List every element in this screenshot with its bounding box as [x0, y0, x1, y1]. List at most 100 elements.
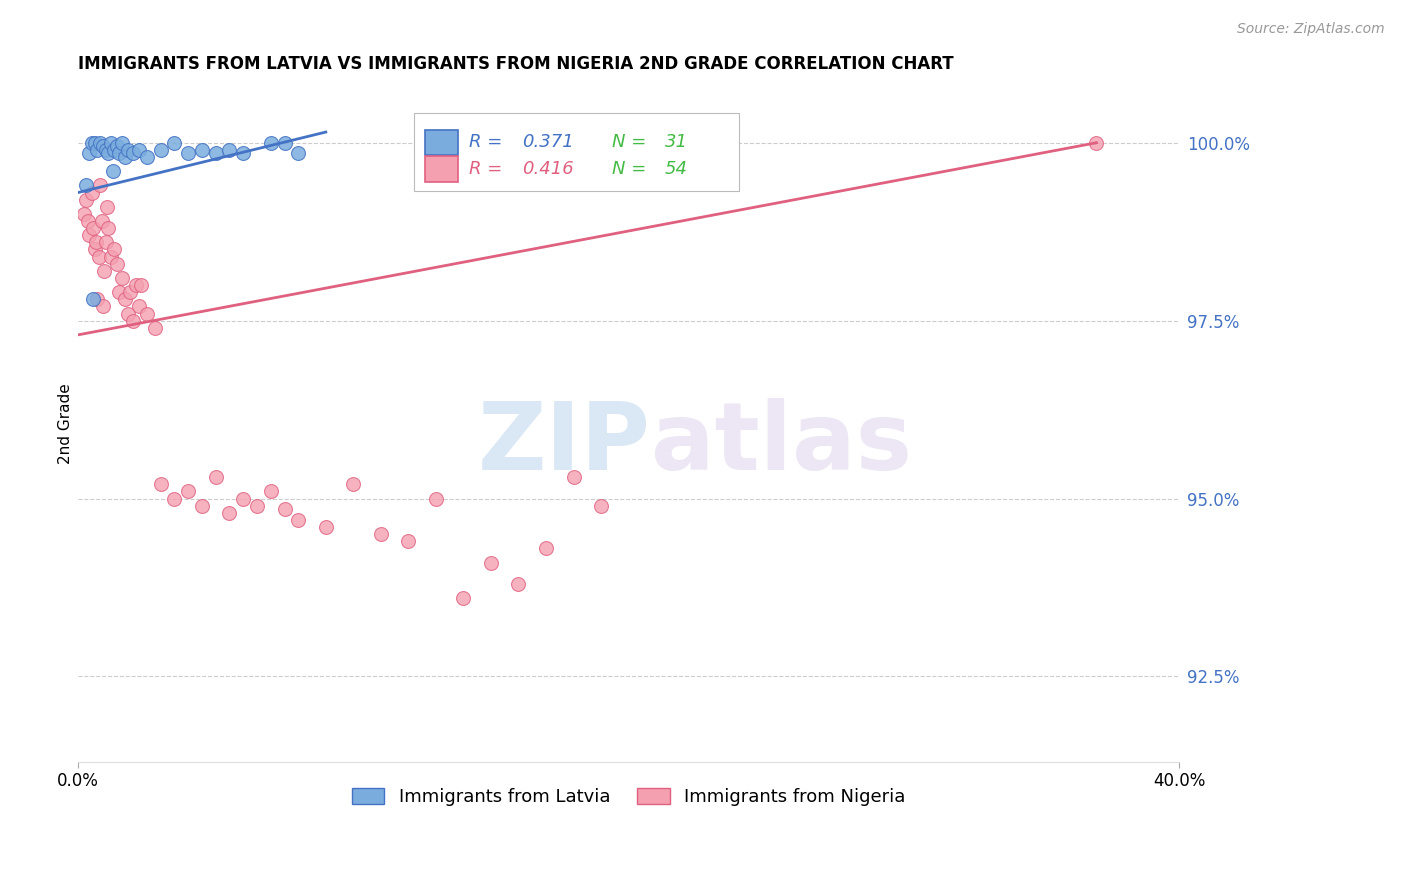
Point	[128, 299, 150, 313]
Point	[246, 499, 269, 513]
Point	[149, 143, 172, 157]
FancyBboxPatch shape	[413, 113, 738, 191]
Point	[91, 299, 114, 313]
Point	[204, 146, 226, 161]
Point	[93, 264, 115, 278]
Point	[80, 136, 103, 150]
Text: 0.416: 0.416	[522, 160, 574, 178]
Point	[114, 150, 136, 164]
Point	[108, 146, 131, 161]
Point	[86, 293, 108, 307]
Point	[72, 207, 94, 221]
Point	[87, 250, 110, 264]
Point	[287, 513, 309, 527]
Point	[117, 143, 139, 157]
Point	[94, 143, 117, 157]
Point	[75, 193, 97, 207]
Point	[75, 178, 97, 193]
Point	[149, 477, 172, 491]
Y-axis label: 2nd Grade: 2nd Grade	[58, 384, 73, 464]
Text: N =: N =	[612, 160, 652, 178]
Point	[117, 306, 139, 320]
Point	[204, 470, 226, 484]
Point	[131, 278, 153, 293]
Point	[77, 228, 100, 243]
Point	[97, 221, 120, 235]
Text: atlas: atlas	[651, 398, 911, 490]
Point	[108, 285, 131, 300]
Point	[100, 250, 122, 264]
Point	[135, 150, 157, 164]
Point	[86, 143, 108, 157]
Point	[90, 214, 112, 228]
Point	[94, 235, 117, 250]
Point	[105, 139, 128, 153]
Point	[97, 146, 120, 161]
Point	[120, 285, 142, 300]
Point	[163, 491, 186, 506]
Point	[396, 534, 419, 549]
Point	[591, 499, 613, 513]
Text: ZIP: ZIP	[478, 398, 651, 490]
Point	[100, 136, 122, 150]
Point	[96, 200, 118, 214]
Point	[218, 506, 240, 520]
Point	[114, 293, 136, 307]
Point	[218, 143, 240, 157]
Point	[562, 470, 585, 484]
Point	[534, 541, 557, 556]
Point	[77, 146, 100, 161]
Point	[103, 143, 125, 157]
Point	[177, 484, 200, 499]
Point	[80, 186, 103, 200]
Text: R =: R =	[470, 160, 508, 178]
Point	[103, 243, 125, 257]
Point	[260, 136, 283, 150]
Point	[425, 491, 447, 506]
Point	[191, 499, 214, 513]
Point	[76, 214, 98, 228]
Point	[232, 491, 254, 506]
Point	[453, 591, 475, 606]
Point	[287, 146, 309, 161]
Point	[260, 484, 283, 499]
Point	[370, 527, 392, 541]
FancyBboxPatch shape	[425, 156, 458, 182]
Point	[508, 577, 530, 591]
Text: 54: 54	[665, 160, 688, 178]
Text: 0.371: 0.371	[522, 134, 574, 152]
FancyBboxPatch shape	[425, 129, 458, 155]
Point	[479, 556, 502, 570]
Point	[82, 293, 104, 307]
Point	[315, 520, 337, 534]
Text: N =: N =	[612, 134, 652, 152]
Point	[191, 143, 214, 157]
Point	[84, 235, 107, 250]
Point	[143, 320, 166, 334]
Point	[1085, 136, 1108, 150]
Point	[111, 271, 134, 285]
Point	[89, 136, 111, 150]
Point	[232, 146, 254, 161]
Point	[177, 146, 200, 161]
Point	[122, 313, 145, 327]
Point	[273, 502, 295, 516]
Point	[128, 143, 150, 157]
Legend: Immigrants from Latvia, Immigrants from Nigeria: Immigrants from Latvia, Immigrants from …	[344, 780, 912, 814]
Text: 31: 31	[665, 134, 688, 152]
Point	[83, 243, 105, 257]
Point	[125, 278, 148, 293]
Point	[122, 146, 145, 161]
Text: R =: R =	[470, 134, 508, 152]
Point	[111, 136, 134, 150]
Text: IMMIGRANTS FROM LATVIA VS IMMIGRANTS FROM NIGERIA 2ND GRADE CORRELATION CHART: IMMIGRANTS FROM LATVIA VS IMMIGRANTS FRO…	[79, 55, 953, 73]
Point	[101, 164, 124, 178]
Point	[91, 139, 114, 153]
Text: Source: ZipAtlas.com: Source: ZipAtlas.com	[1237, 22, 1385, 37]
Point	[163, 136, 186, 150]
Point	[82, 221, 104, 235]
Point	[83, 136, 105, 150]
Point	[105, 257, 128, 271]
Point	[342, 477, 364, 491]
Point	[135, 306, 157, 320]
